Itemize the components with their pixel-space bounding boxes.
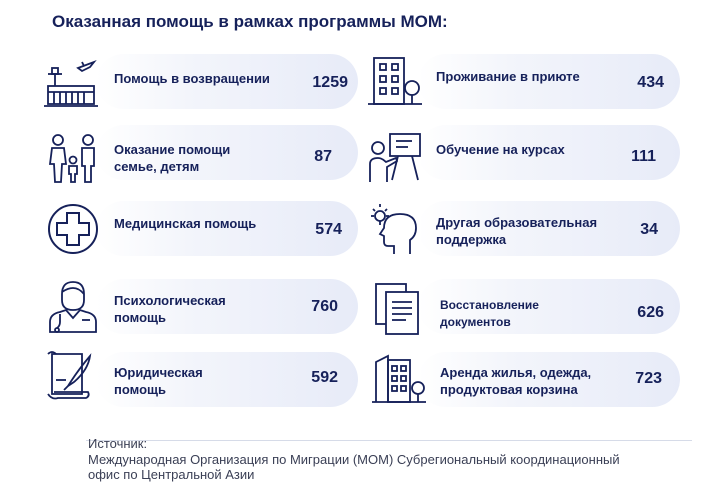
card-legal-help (96, 352, 358, 407)
page-title: Оказанная помощь в рамках программы МОМ: (52, 12, 448, 31)
card-value: 434 (637, 74, 664, 91)
airport-icon (42, 52, 100, 110)
card-value: 574 (315, 221, 342, 238)
card-label: Восстановление документов (440, 298, 539, 329)
card-label: Другая образовательная поддержка (436, 215, 598, 247)
building-icon (366, 52, 424, 110)
card-value: 87 (314, 148, 332, 165)
card-value: 626 (637, 304, 664, 321)
card-label: Оказание помощи семье, детям (114, 142, 231, 174)
card-medical-help (96, 201, 358, 256)
card-label: Помощь в возвращении (114, 71, 270, 86)
source-divider (86, 440, 692, 441)
card-value: 723 (635, 370, 662, 387)
card-value: 111 (631, 148, 656, 165)
card-label: Медицинская помощь (114, 216, 257, 231)
doctor-icon (44, 278, 102, 336)
source-line-2: офис по Центральной Азии (88, 467, 255, 482)
source-note: Источник: Международная Организация по М… (88, 436, 688, 483)
legal-scroll-icon (42, 346, 100, 404)
documents-icon (370, 280, 428, 338)
card-courses (418, 125, 680, 180)
head-idea-icon (366, 200, 424, 258)
card-shelter (418, 54, 680, 109)
source-heading: Источник: (88, 436, 148, 451)
card-family-help (96, 125, 358, 180)
teacher-board-icon (366, 128, 424, 186)
card-label: Психологическая помощь (114, 293, 226, 325)
apartment-icon (370, 350, 428, 408)
card-label: Юридическая помощь (114, 365, 203, 397)
card-value: 760 (311, 298, 338, 315)
medical-cross-icon (44, 200, 102, 258)
card-psych-help (96, 279, 358, 334)
card-value: 592 (311, 369, 338, 386)
card-return-help (96, 54, 358, 109)
card-label: Проживание в приюте (436, 69, 580, 84)
card-documents (418, 279, 680, 334)
card-value: 1259 (312, 74, 348, 91)
card-rent (418, 352, 680, 407)
source-line-1: Международная Организация по Миграции (М… (88, 451, 620, 467)
family-icon (44, 130, 102, 188)
card-label: Аренда жилья, одежда, продуктовая корзин… (440, 365, 592, 397)
card-value: 34 (640, 221, 658, 238)
card-label: Обучение на курсах (436, 142, 565, 157)
card-education (418, 201, 680, 256)
